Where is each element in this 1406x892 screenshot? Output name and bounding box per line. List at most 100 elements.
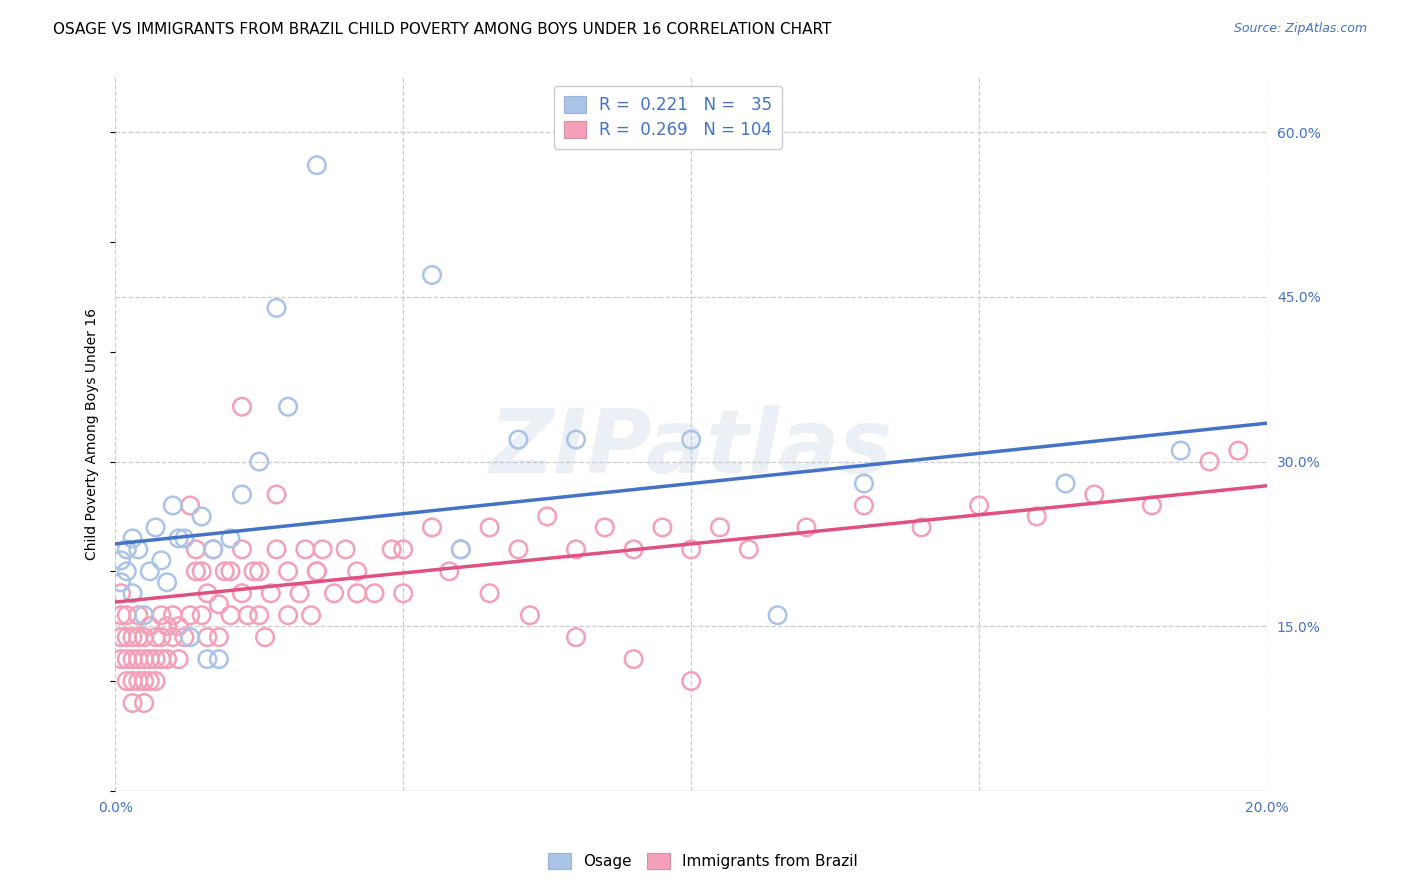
Point xyxy=(139,652,162,666)
Text: Source: ZipAtlas.com: Source: ZipAtlas.com xyxy=(1233,22,1367,36)
Point xyxy=(236,608,259,623)
Point xyxy=(190,565,212,579)
Point xyxy=(132,608,155,623)
Point xyxy=(305,565,328,579)
Point xyxy=(305,158,328,172)
Point xyxy=(132,696,155,710)
Point xyxy=(150,630,173,644)
Point xyxy=(1227,443,1250,458)
Point xyxy=(208,652,231,666)
Point xyxy=(167,652,190,666)
Point xyxy=(266,301,288,315)
Point xyxy=(623,542,645,557)
Point xyxy=(260,586,283,600)
Point xyxy=(156,652,179,666)
Point xyxy=(208,597,231,611)
Point xyxy=(127,674,149,689)
Point xyxy=(132,630,155,644)
Point xyxy=(346,586,368,600)
Point xyxy=(681,674,703,689)
Point xyxy=(478,520,501,534)
Point xyxy=(121,630,143,644)
Point xyxy=(115,674,138,689)
Y-axis label: Child Poverty Among Boys Under 16: Child Poverty Among Boys Under 16 xyxy=(86,308,100,560)
Point xyxy=(1170,443,1192,458)
Point xyxy=(508,433,530,447)
Point xyxy=(335,542,357,557)
Point xyxy=(231,542,253,557)
Point xyxy=(132,674,155,689)
Point xyxy=(121,586,143,600)
Point xyxy=(439,565,461,579)
Point xyxy=(381,542,404,557)
Point xyxy=(231,586,253,600)
Point xyxy=(266,542,288,557)
Point xyxy=(1025,509,1047,524)
Point xyxy=(139,619,162,633)
Point xyxy=(536,509,558,524)
Point xyxy=(179,608,201,623)
Point xyxy=(127,608,149,623)
Point xyxy=(110,575,132,590)
Point xyxy=(311,542,333,557)
Point xyxy=(967,499,990,513)
Point xyxy=(420,268,443,282)
Point xyxy=(145,674,167,689)
Point xyxy=(115,630,138,644)
Point xyxy=(392,542,415,557)
Point xyxy=(150,553,173,567)
Point xyxy=(214,565,236,579)
Point xyxy=(173,532,195,546)
Point xyxy=(1198,454,1220,468)
Point xyxy=(231,487,253,501)
Point xyxy=(852,499,875,513)
Point xyxy=(323,586,346,600)
Point xyxy=(162,630,184,644)
Point xyxy=(162,608,184,623)
Point xyxy=(115,542,138,557)
Point xyxy=(247,608,270,623)
Point xyxy=(852,476,875,491)
Point xyxy=(132,652,155,666)
Point xyxy=(593,520,616,534)
Point xyxy=(121,652,143,666)
Point xyxy=(121,674,143,689)
Point xyxy=(179,630,201,644)
Point xyxy=(184,565,207,579)
Point xyxy=(190,509,212,524)
Point xyxy=(115,652,138,666)
Point xyxy=(305,565,328,579)
Point xyxy=(392,586,415,600)
Point xyxy=(190,608,212,623)
Point xyxy=(121,696,143,710)
Point xyxy=(139,565,162,579)
Point xyxy=(363,586,385,600)
Point xyxy=(219,565,242,579)
Point xyxy=(450,542,472,557)
Point xyxy=(508,542,530,557)
Point xyxy=(519,608,541,623)
Point xyxy=(150,608,173,623)
Point xyxy=(219,608,242,623)
Point xyxy=(156,575,179,590)
Point xyxy=(910,520,932,534)
Point xyxy=(197,630,219,644)
Point xyxy=(115,565,138,579)
Point xyxy=(202,542,225,557)
Point xyxy=(184,542,207,557)
Point xyxy=(110,652,132,666)
Point xyxy=(167,532,190,546)
Point xyxy=(162,499,184,513)
Point xyxy=(294,542,316,557)
Point xyxy=(277,565,299,579)
Point xyxy=(420,520,443,534)
Point xyxy=(478,586,501,600)
Point xyxy=(277,608,299,623)
Legend: R =  0.221   N =   35, R =  0.269   N = 104: R = 0.221 N = 35, R = 0.269 N = 104 xyxy=(554,86,782,149)
Point xyxy=(208,630,231,644)
Point xyxy=(110,608,132,623)
Point xyxy=(127,542,149,557)
Text: ZIPatlas: ZIPatlas xyxy=(489,405,893,491)
Point xyxy=(247,454,270,468)
Point xyxy=(681,433,703,447)
